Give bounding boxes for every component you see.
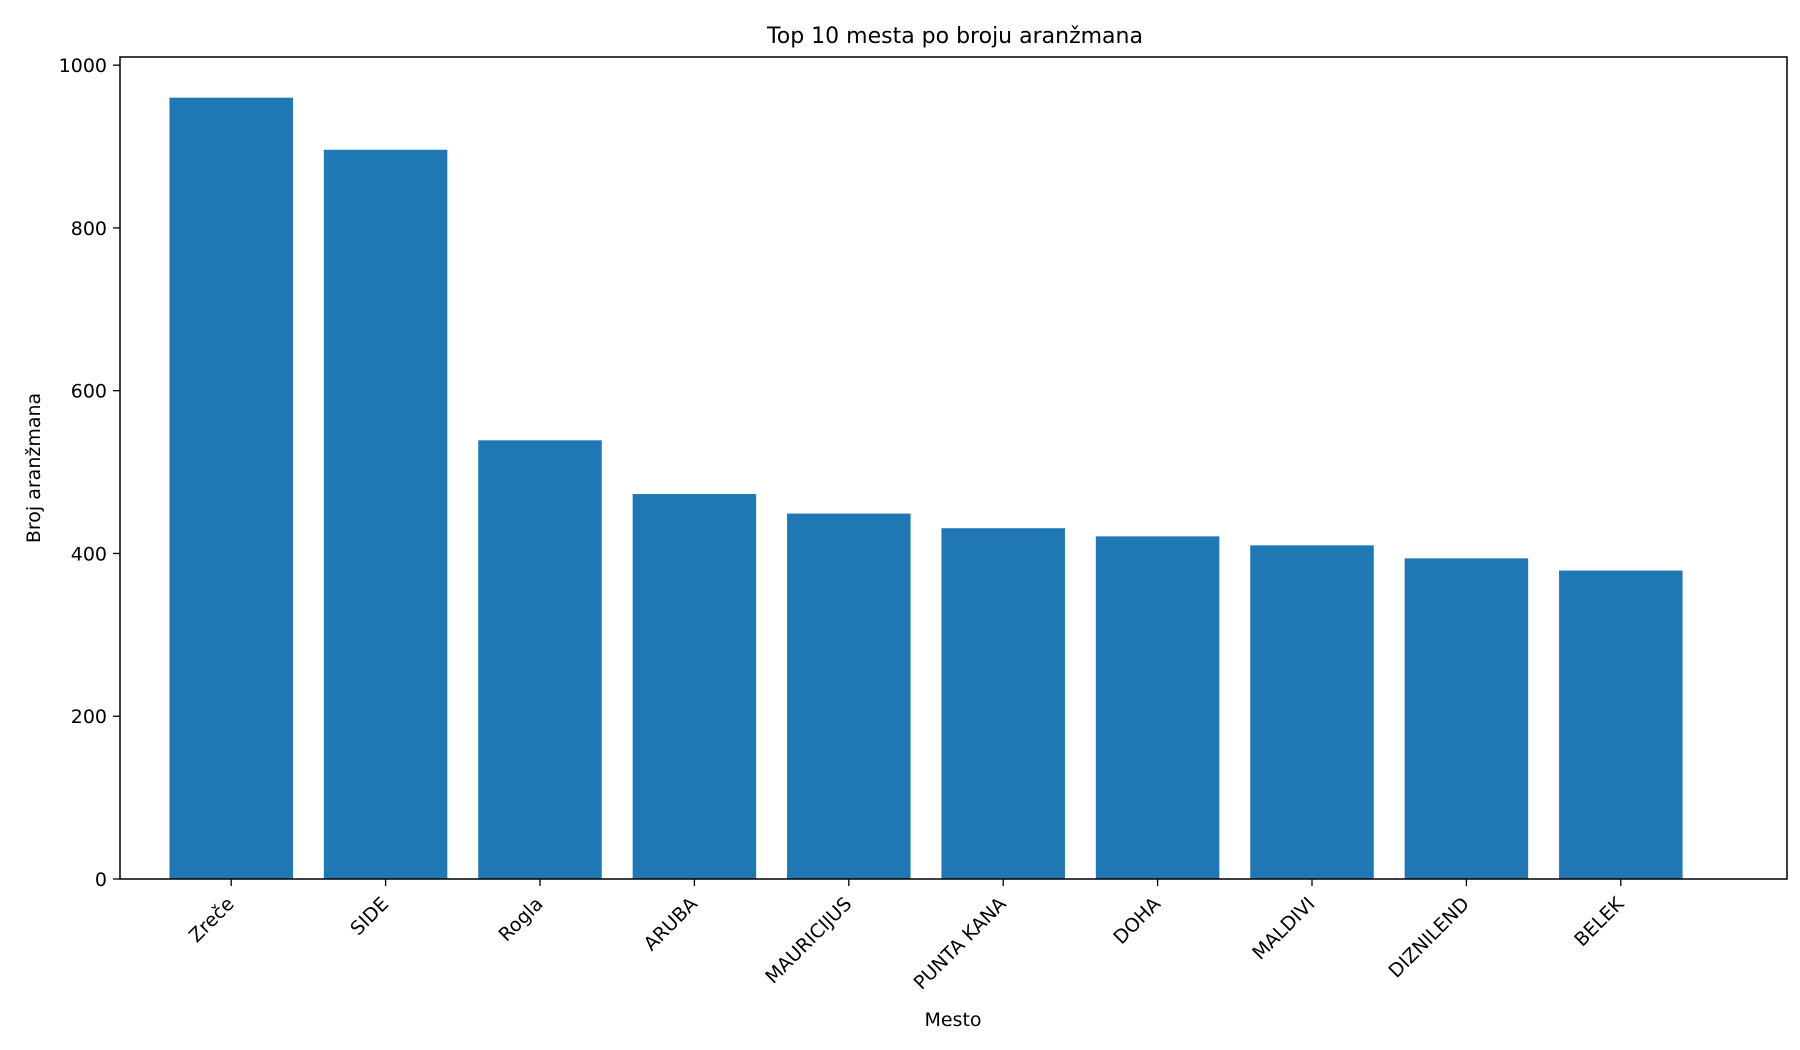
y-tick-label: 600: [71, 381, 107, 403]
x-tick-label: MAURICIJUS: [761, 893, 856, 988]
x-tick-label: DIZNILEND: [1384, 893, 1473, 982]
y-tick-label: 1000: [59, 55, 107, 77]
x-tick-label: Rogla: [495, 893, 548, 946]
plot-frame: [119, 56, 1788, 880]
y-axis: 0 200 400 600 800 1000: [59, 55, 120, 891]
y-tick-label: 0: [95, 869, 107, 891]
x-tick-label: PUNTA KANA: [910, 893, 1011, 994]
bar-3: [632, 494, 757, 879]
x-axis: Zreče SIDE Rogla ARUBA MAURICIJUS PUNTA KANA D…: [185, 879, 1629, 994]
x-tick-label: Zreče: [185, 893, 239, 947]
bar-5: [941, 528, 1065, 879]
x-tick-label: SIDE: [346, 893, 393, 940]
y-tick-label: 800: [71, 218, 107, 240]
y-tick-label: 200: [71, 706, 107, 728]
bar-9: [1559, 570, 1683, 879]
bar-6: [1095, 536, 1220, 879]
bar-4: [787, 513, 911, 879]
x-axis-title: Mesto: [924, 1009, 981, 1031]
bar-1: [323, 149, 448, 879]
bar-2: [478, 440, 602, 879]
x-tick-label: BELEK: [1570, 893, 1628, 951]
bar-8: [1404, 558, 1529, 879]
x-tick-label: MALDIVI: [1248, 893, 1319, 964]
bar-0: [169, 97, 293, 879]
x-tick-label: ARUBA: [640, 893, 702, 955]
x-tick-label: DOHA: [1109, 893, 1165, 949]
bars-layer: [169, 97, 1683, 879]
y-tick-label: 400: [71, 543, 107, 565]
bar-7: [1250, 545, 1374, 879]
chart-title: Top 10 mesta po broju aranžmana: [766, 24, 1143, 49]
y-axis-title: Broj aranžmana: [23, 393, 45, 543]
